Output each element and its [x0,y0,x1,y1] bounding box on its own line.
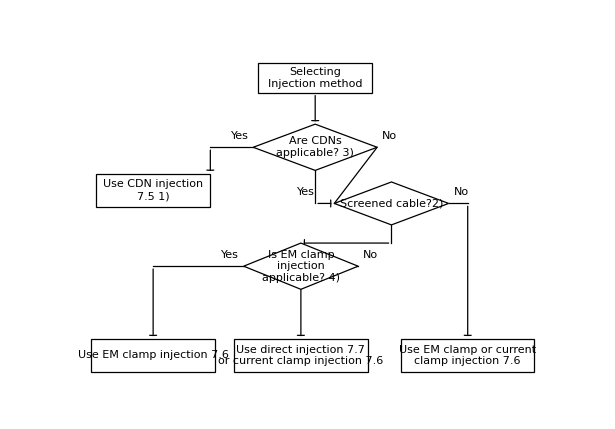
Text: No: No [363,250,378,260]
Text: Screened cable?2): Screened cable?2) [339,199,443,208]
Text: Selecting
Injection method: Selecting Injection method [268,67,362,89]
Text: Is EM clamp
injection
applicable? 4): Is EM clamp injection applicable? 4) [262,250,340,283]
FancyBboxPatch shape [401,339,534,372]
Polygon shape [253,124,377,170]
FancyBboxPatch shape [91,339,215,372]
Polygon shape [244,243,358,289]
Text: Yes: Yes [231,131,248,141]
Text: Use EM clamp or current
clamp injection 7.6: Use EM clamp or current clamp injection … [399,344,536,366]
FancyBboxPatch shape [258,63,373,93]
FancyBboxPatch shape [96,174,210,207]
Text: Use direct injection 7.7
or current clamp injection 7.6: Use direct injection 7.7 or current clam… [218,344,384,366]
Polygon shape [335,182,449,225]
Text: Yes: Yes [297,187,315,197]
Text: Use CDN injection
7.5 1): Use CDN injection 7.5 1) [103,179,203,201]
Text: Use EM clamp injection 7.6: Use EM clamp injection 7.6 [77,350,229,360]
FancyBboxPatch shape [234,339,368,372]
Text: No: No [382,131,397,141]
Text: Are CDNs
applicable? 3): Are CDNs applicable? 3) [276,136,354,158]
Text: Yes: Yes [221,250,239,260]
Text: No: No [453,187,469,197]
